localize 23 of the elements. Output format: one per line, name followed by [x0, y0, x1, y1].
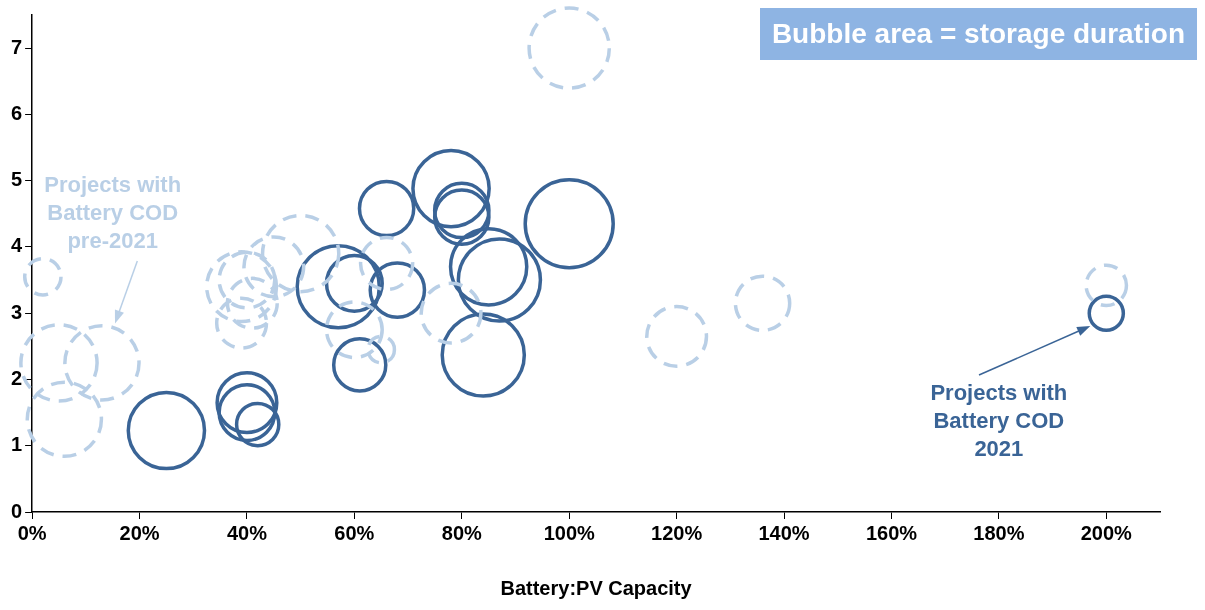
y-tick-label: 0 [11, 499, 23, 522]
y-tick-label: 1 [11, 433, 23, 456]
x-axis-title: Battery:PV Capacity [500, 576, 693, 599]
x-tick-label: 180% [973, 521, 1025, 544]
y-tick-label: 4 [11, 234, 23, 257]
x-tick-label: 200% [1080, 521, 1133, 544]
x-tick-label: 120% [651, 521, 703, 544]
series-label: Projects with Battery COD pre-2021 [43, 170, 183, 255]
y-tick-label: 3 [11, 300, 23, 323]
y-tick-label: 6 [11, 101, 23, 124]
annotation: Bubble area = storage duration [759, 8, 1197, 60]
x-tick-label: 20% [119, 521, 160, 544]
legend-label: Projects with Battery COD 2021 [929, 379, 1069, 464]
x-tick-label: 80% [441, 521, 483, 544]
y-tick-label: 2 [11, 366, 23, 389]
x-tick-label: 160% [865, 521, 918, 544]
x-tick-label: 40% [226, 521, 268, 544]
x-tick-label: 0% [17, 521, 47, 544]
x-tick-label: 100% [543, 521, 595, 544]
y-tick-label: 7 [11, 35, 23, 58]
y-tick-label: 5 [11, 168, 23, 191]
x-tick-label: 60% [334, 521, 375, 544]
x-tick-label: 140% [758, 521, 810, 544]
